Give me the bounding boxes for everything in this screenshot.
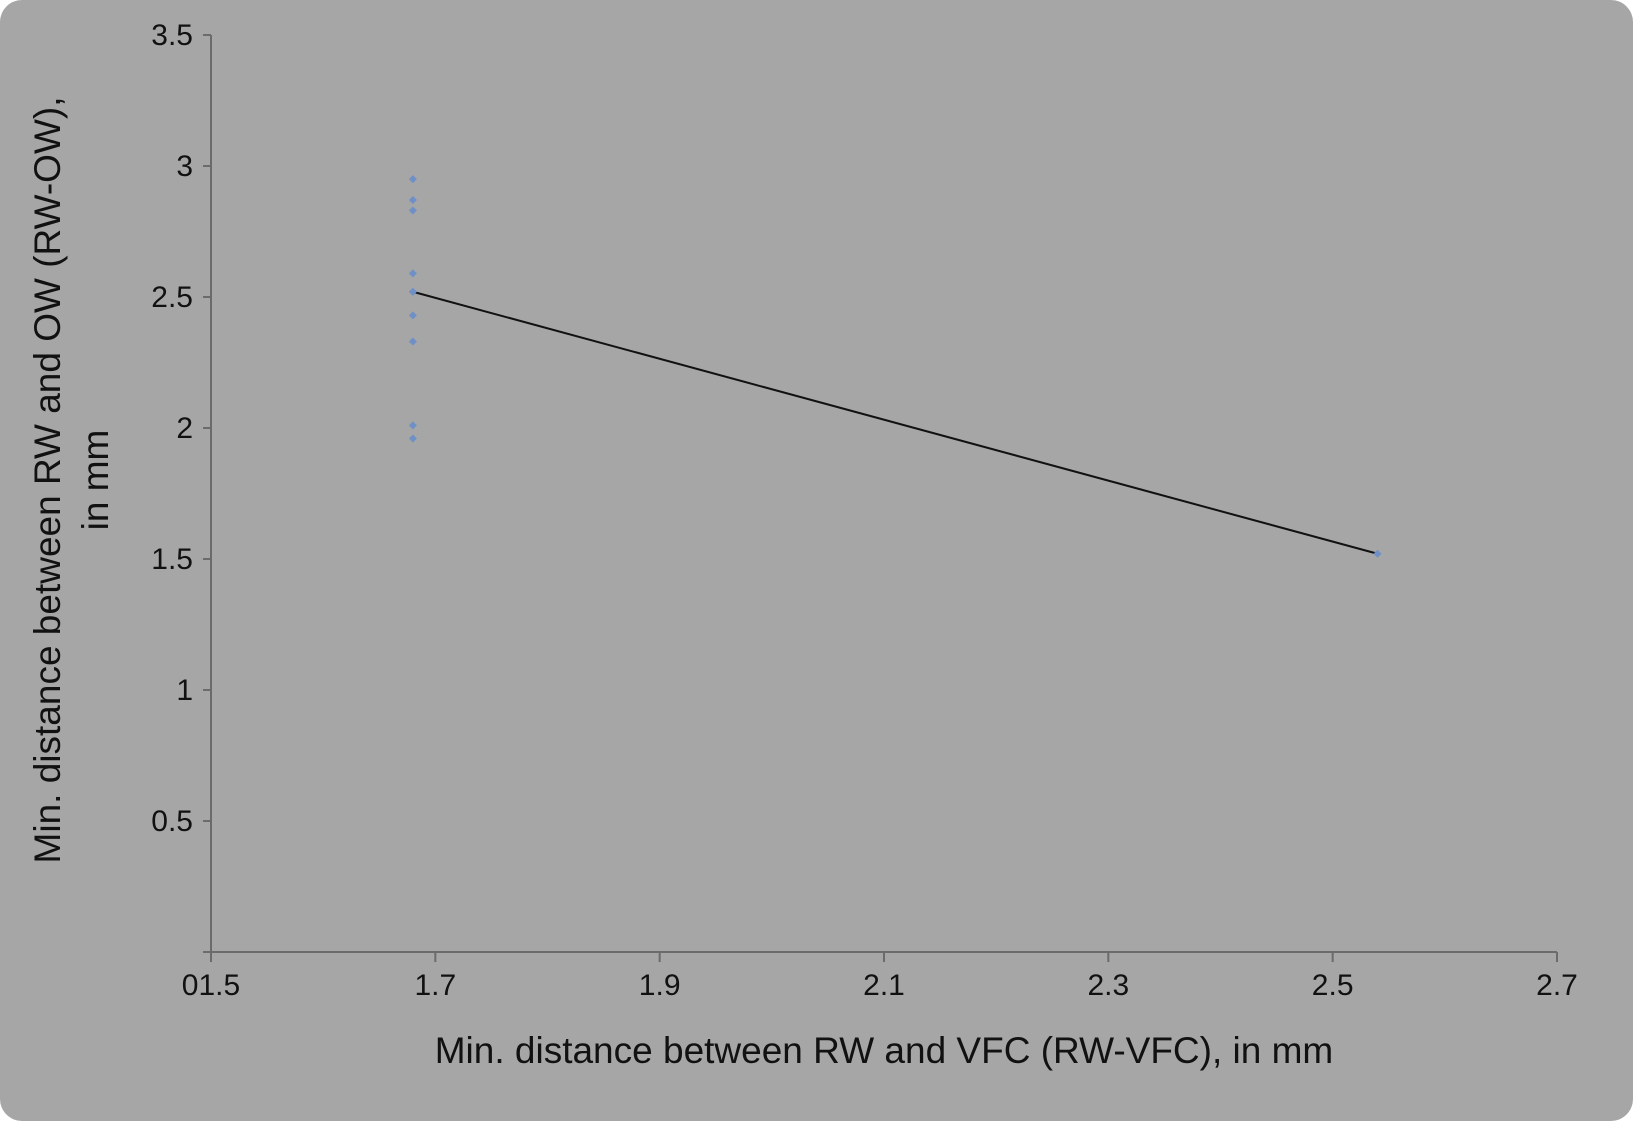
x-tick-label: 2.5: [1312, 969, 1354, 1002]
axes: [203, 34, 1558, 962]
data-point: [408, 287, 417, 296]
data-point: [408, 196, 417, 205]
data-point: [408, 269, 417, 278]
y-tick-label: 1.5: [151, 543, 193, 576]
data-point: [408, 434, 417, 443]
x-tick-label: 01.5: [182, 969, 240, 1002]
y-tick-label: 3: [176, 150, 193, 183]
trend-line-group: [412, 290, 1378, 555]
data-point: [408, 421, 417, 430]
x-tick-label: 2.3: [1087, 969, 1129, 1002]
trend-line: [412, 290, 1378, 555]
data-point: [1373, 549, 1382, 558]
y-tick-label: 3.5: [151, 19, 193, 52]
data-point: [408, 175, 417, 184]
data-point: [408, 206, 417, 215]
data-point: [408, 337, 417, 346]
x-tick-label: 1.9: [639, 969, 681, 1002]
y-tick-label: 1: [176, 674, 193, 707]
x-tick-label: 2.1: [863, 969, 905, 1002]
x-tick-label: 2.7: [1536, 969, 1578, 1002]
x-axis-title: Min. distance between RW and VFC (RW-VFC…: [435, 1030, 1334, 1071]
y-axis-title-line-2: in mm: [75, 430, 116, 531]
y-tick-label: 0.5: [151, 805, 193, 838]
y-tick-label: 2: [176, 412, 193, 445]
y-tick-label: 2.5: [151, 281, 193, 314]
y-axis-title-line-1: Min. distance between RW and OW (RW-OW),: [27, 97, 68, 864]
data-point: [408, 311, 417, 320]
tick-labels: 0.5 1 1.5 2 2.5 3 3.5 01.5 1.7 1.9 2.1 2.3 2.5 2.7: [151, 19, 1578, 1002]
x-tick-label: 1.7: [414, 969, 456, 1002]
data-points: [408, 175, 1382, 558]
